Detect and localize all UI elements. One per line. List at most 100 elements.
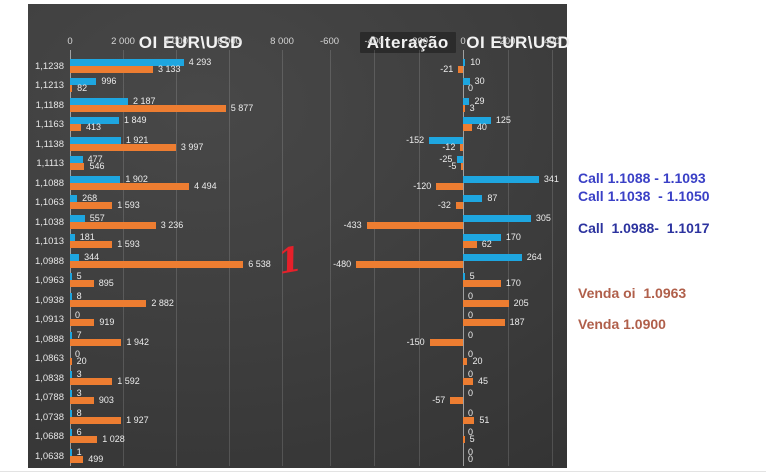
bar-value-label: 3 997 bbox=[180, 141, 204, 152]
bar-value-label: 2 187 bbox=[132, 95, 156, 106]
orange-series-bar bbox=[70, 416, 122, 424]
orange-series-bar bbox=[70, 299, 147, 307]
orange-series-bar bbox=[70, 260, 244, 268]
blue-series-bar bbox=[463, 97, 470, 105]
bar-value-label: 0 bbox=[468, 329, 474, 340]
orange-series-bar bbox=[70, 455, 84, 463]
bar-value-label: 305 bbox=[535, 212, 551, 223]
orange-series-bar bbox=[70, 182, 190, 190]
bar-value-label: 125 bbox=[495, 115, 511, 125]
y-axis-category-label: 1,0863 bbox=[34, 353, 64, 364]
bar-value-label: 5 bbox=[469, 271, 475, 281]
bar-value-label: 1 bbox=[76, 446, 82, 457]
y-axis-category-label: 1,0638 bbox=[34, 450, 64, 462]
bar-value-label: -21 bbox=[440, 63, 454, 74]
annotation-call-2: Call 1.1038 - 1.1050 bbox=[578, 188, 710, 204]
bar-value-label: -152 bbox=[406, 134, 425, 145]
gridline bbox=[418, 50, 420, 466]
bar-value-label: 0 bbox=[468, 83, 474, 93]
blue-series-bar bbox=[70, 156, 83, 163]
gridline bbox=[329, 50, 331, 466]
y-axis-category-label: 1,1163 bbox=[35, 119, 64, 130]
bar-value-label: 10 bbox=[470, 56, 481, 67]
blue-series-bar bbox=[70, 273, 72, 280]
bar-value-label: 20 bbox=[472, 356, 483, 366]
bar-value-label: 7 bbox=[76, 329, 82, 340]
y-axis-category-label: 1,0888 bbox=[34, 333, 64, 345]
bar-value-label: 1 942 bbox=[126, 336, 149, 347]
blue-series-bar bbox=[457, 156, 463, 163]
y-axis-category-label: 1,1238 bbox=[34, 60, 64, 72]
x-axis-tick-label: 200 bbox=[499, 36, 516, 47]
orange-series-bar bbox=[463, 358, 468, 365]
y-axis-category-label: 1,0913 bbox=[34, 314, 64, 325]
orange-series-bar bbox=[70, 397, 94, 404]
bar-value-label: 2 882 bbox=[151, 297, 174, 308]
blue-series-bar bbox=[70, 175, 121, 183]
orange-series-bar bbox=[70, 280, 94, 287]
bar-value-label: -12 bbox=[442, 141, 456, 152]
blue-series-bar bbox=[463, 117, 491, 124]
bar-value-label: 8 bbox=[76, 290, 82, 301]
blue-series-bar bbox=[70, 117, 119, 124]
bar-value-label: 29 bbox=[474, 95, 485, 106]
bar-value-label: 5 bbox=[469, 434, 475, 444]
bar-value-label: 3 bbox=[76, 368, 82, 379]
bar-value-label: 0 bbox=[468, 368, 474, 379]
blue-series-bar bbox=[463, 214, 531, 222]
bar-value-label: 557 bbox=[89, 212, 105, 223]
blue-series-bar bbox=[70, 390, 72, 397]
bar-value-label: 3 236 bbox=[160, 219, 184, 230]
bar-value-label: -57 bbox=[432, 395, 446, 405]
blue-series-bar bbox=[70, 214, 85, 222]
bar-value-label: 546 bbox=[89, 161, 105, 171]
alteracao-chart-title-highlight: Alteração bbox=[359, 32, 456, 53]
blue-series-bar bbox=[429, 136, 463, 144]
y-axis-category-label: 1,0988 bbox=[34, 255, 64, 267]
bar-value-label: 477 bbox=[87, 154, 103, 164]
bar-value-label: 181 bbox=[79, 232, 95, 242]
annotation-venda-1: Venda oi 1.0963 bbox=[578, 285, 687, 301]
bar-value-label: 996 bbox=[101, 76, 117, 86]
bar-value-label: 919 bbox=[99, 317, 115, 327]
orange-series-bar bbox=[70, 163, 85, 170]
orange-series-bar bbox=[463, 377, 473, 385]
y-axis-category-label: 1,1213 bbox=[34, 80, 64, 91]
x-axis-tick-label: -400 bbox=[364, 36, 384, 47]
bar-value-label: 0 bbox=[468, 310, 474, 320]
bar-value-label: 0 bbox=[75, 310, 81, 320]
y-axis-category-label: 1,1063 bbox=[34, 197, 64, 208]
x-axis-tick-label: -200 bbox=[408, 36, 429, 47]
bar-value-label: 170 bbox=[505, 232, 521, 242]
bar-value-label: 45 bbox=[478, 375, 489, 386]
y-axis-category-label: 1,0963 bbox=[34, 275, 64, 286]
blue-series-bar bbox=[70, 429, 72, 436]
orange-series-bar bbox=[463, 280, 501, 287]
orange-series-bar bbox=[450, 397, 463, 404]
bar-value-label: 0 bbox=[75, 349, 81, 359]
blue-series-bar bbox=[70, 136, 121, 144]
y-axis-category-label: 1,0688 bbox=[34, 431, 64, 442]
y-axis-category-label: 1,1138 bbox=[35, 138, 64, 150]
alteracao-chart-title: Alteração OI EUR\USD bbox=[318, 10, 570, 53]
bar-value-label: 1 849 bbox=[123, 115, 147, 125]
bar-value-label: 1 593 bbox=[117, 239, 140, 249]
blue-series-bar bbox=[70, 409, 72, 417]
bar-value-label: 0 bbox=[468, 290, 474, 301]
orange-series-bar bbox=[70, 202, 113, 209]
bar-value-label: 264 bbox=[526, 251, 542, 262]
blue-series-bar bbox=[463, 175, 539, 183]
y-axis-category-label: 1,0788 bbox=[34, 392, 64, 403]
y-axis-category-label: 1,0738 bbox=[34, 411, 64, 423]
bar-value-label: 344 bbox=[84, 251, 100, 262]
bar-value-label: 3 133 bbox=[158, 63, 181, 74]
blue-series-bar bbox=[463, 195, 483, 202]
bar-value-label: 6 bbox=[76, 427, 82, 437]
bar-value-label: 187 bbox=[509, 317, 525, 327]
x-axis-tick-label: 8 000 bbox=[270, 36, 294, 47]
orange-series-bar bbox=[70, 436, 98, 443]
bar-value-label: -150 bbox=[406, 336, 425, 347]
